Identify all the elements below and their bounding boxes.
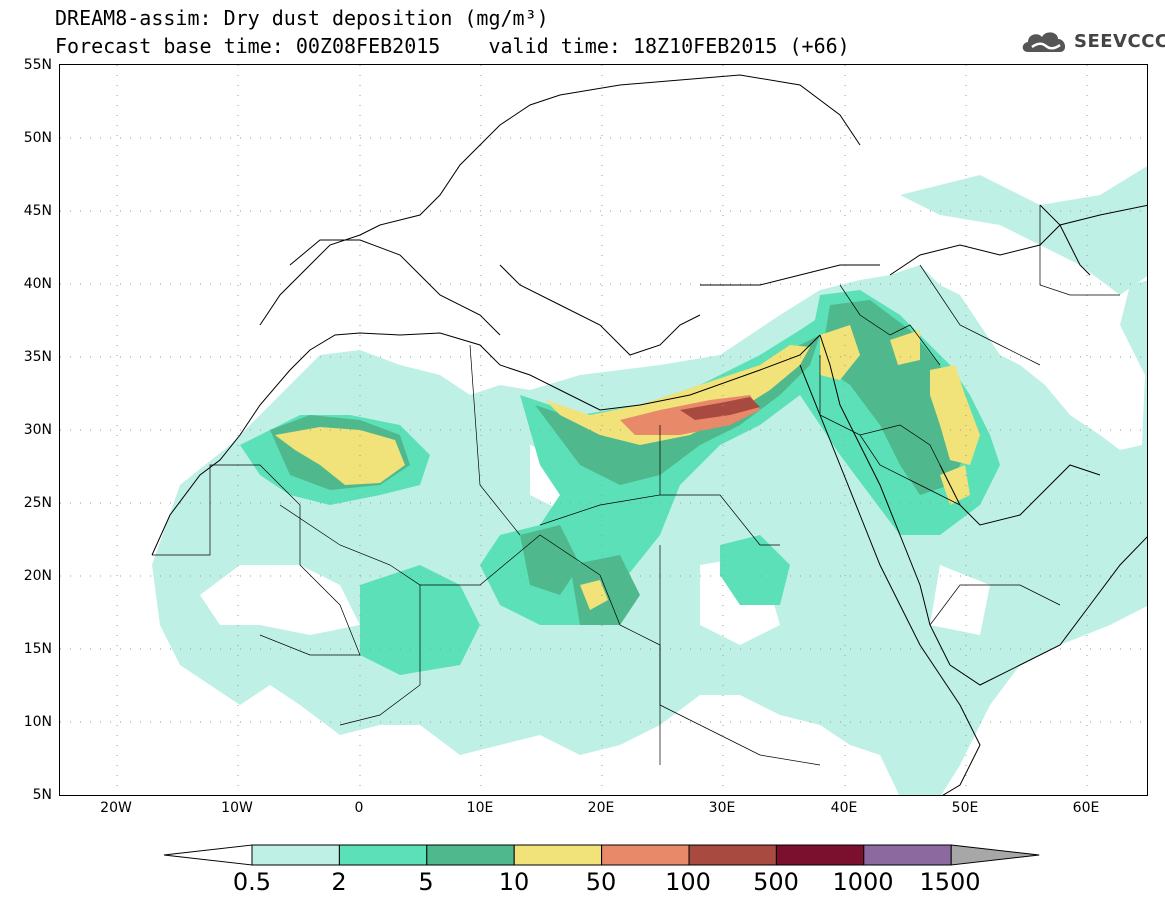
colorbar-label: 50: [585, 868, 617, 896]
graticule: [60, 65, 1147, 795]
logo-text: SEEVCCC: [1074, 30, 1165, 52]
lon-label: 50E: [951, 800, 979, 816]
lat-label: 50N: [23, 130, 52, 146]
colorbar-label: 5: [418, 868, 434, 896]
lat-label: 5N: [32, 787, 52, 803]
lon-label: 20W: [100, 800, 132, 816]
colorbar-segment: [688, 844, 777, 866]
colorbar-segment: [426, 844, 515, 866]
lon-label: 10E: [466, 800, 494, 816]
lon-label: 40E: [830, 800, 858, 816]
colorbar-label: 1500: [919, 868, 981, 896]
colorbar-label: 2: [331, 868, 347, 896]
lat-label: 35N: [23, 349, 52, 365]
colorbar-segment: [601, 844, 690, 866]
lat-label: 30N: [23, 422, 52, 438]
colorbar-label: 10: [498, 868, 530, 896]
colorbar-segment: [338, 844, 428, 866]
map-subtitle: Forecast base time: 00Z08FEB2015 valid t…: [55, 34, 850, 58]
lat-label: 40N: [23, 276, 52, 292]
colorbar-segment: [775, 844, 865, 866]
colorbar-label: 100: [665, 868, 711, 896]
cloud-logo-icon: [1022, 32, 1066, 52]
lat-label: 10N: [23, 714, 52, 730]
colorbar-label: 500: [753, 868, 799, 896]
country-borders: [152, 205, 1120, 766]
lon-label: 0: [354, 800, 364, 816]
dust-deposition-map: [60, 65, 1147, 795]
map-panel: [59, 64, 1148, 796]
colorbar-extend-high: [950, 844, 1040, 866]
colorbar: [163, 844, 1040, 866]
colorbar-label: 0.5: [232, 868, 272, 896]
coastlines: [151, 74, 1147, 795]
lat-label: 25N: [23, 495, 52, 511]
colorbar-extend-low: [163, 844, 253, 866]
colorbar-label: 1000: [832, 868, 894, 896]
lon-label: 30E: [708, 800, 736, 816]
lat-label: 55N: [23, 57, 52, 73]
dust-contour-10: [275, 325, 980, 610]
map-title: DREAM8-assim: Dry dust deposition (mg/m³…: [55, 6, 549, 30]
colorbar-segment: [251, 844, 340, 866]
lon-label: 60E: [1072, 800, 1100, 816]
lat-label: 20N: [23, 568, 52, 584]
colorbar-segment: [863, 844, 952, 866]
dust-contour-100: [680, 397, 760, 420]
lat-label: 45N: [23, 203, 52, 219]
colorbar-segment: [513, 844, 603, 866]
lat-label: 15N: [23, 641, 52, 657]
seevccc-logo: SEEVCCC: [1020, 26, 1165, 56]
lon-label: 20E: [587, 800, 615, 816]
lon-label: 10W: [221, 800, 253, 816]
